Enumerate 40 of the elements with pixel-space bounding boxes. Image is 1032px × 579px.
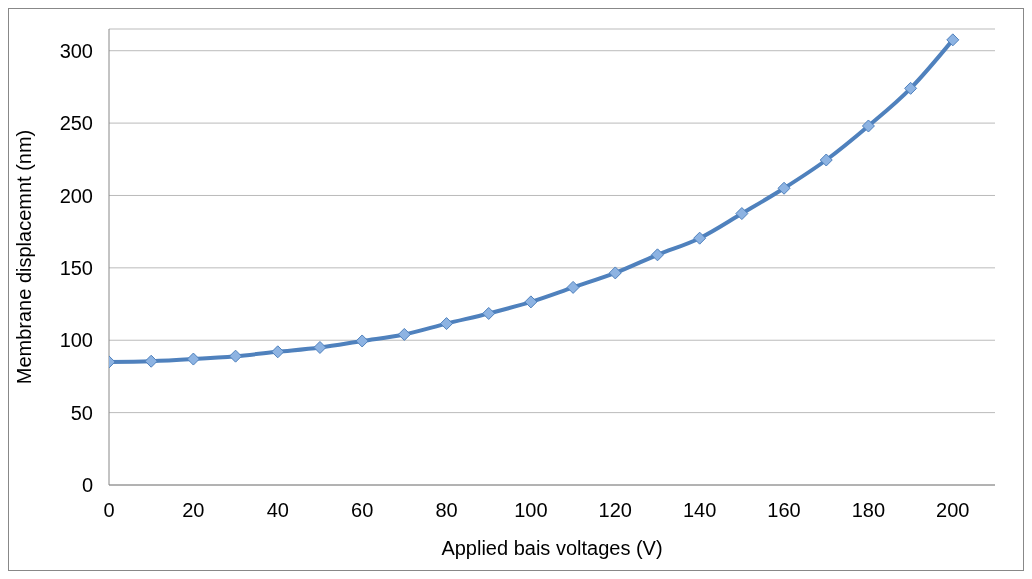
- point: [524, 295, 538, 309]
- y-axis-title: Membrane displacemnt (nm): [13, 129, 36, 385]
- y-tick-label: 150: [59, 256, 93, 279]
- point: [819, 153, 833, 167]
- point: [355, 334, 369, 348]
- x-tick-label: 60: [351, 499, 374, 522]
- y-tick-label: 0: [81, 474, 93, 497]
- x-tick-label: 20: [182, 499, 205, 522]
- point: [693, 231, 707, 245]
- y-tick-label: 250: [59, 112, 93, 135]
- point: [397, 327, 411, 341]
- point: [735, 207, 749, 221]
- point: [271, 345, 285, 359]
- point: [144, 354, 158, 368]
- x-axis-title: Applied bais voltages (V): [441, 537, 663, 559]
- x-tick-label: 0: [103, 499, 115, 522]
- y-tick-label: 50: [70, 401, 93, 424]
- x-tick-label: 160: [767, 499, 801, 522]
- point: [186, 352, 200, 366]
- x-tick-label: 80: [435, 499, 458, 522]
- y-tick-label: 100: [59, 329, 93, 352]
- point: [566, 280, 580, 294]
- point: [946, 33, 960, 47]
- point: [904, 81, 918, 95]
- point: [650, 248, 664, 262]
- point: [313, 340, 327, 354]
- x-tick-label: 40: [266, 499, 289, 522]
- point: [777, 181, 791, 195]
- x-tick-label: 180: [851, 499, 886, 522]
- point: [861, 119, 875, 133]
- x-tick-label: 140: [682, 499, 717, 522]
- x-tick-label: 100: [514, 499, 548, 522]
- x-tick-label: 120: [598, 499, 632, 522]
- point: [440, 317, 454, 331]
- x-tick-label: 200: [936, 499, 970, 522]
- y-tick-label: 300: [59, 39, 93, 62]
- point: [482, 306, 496, 320]
- point: [608, 266, 622, 280]
- y-tick-label: 200: [59, 184, 93, 207]
- point: [229, 349, 243, 363]
